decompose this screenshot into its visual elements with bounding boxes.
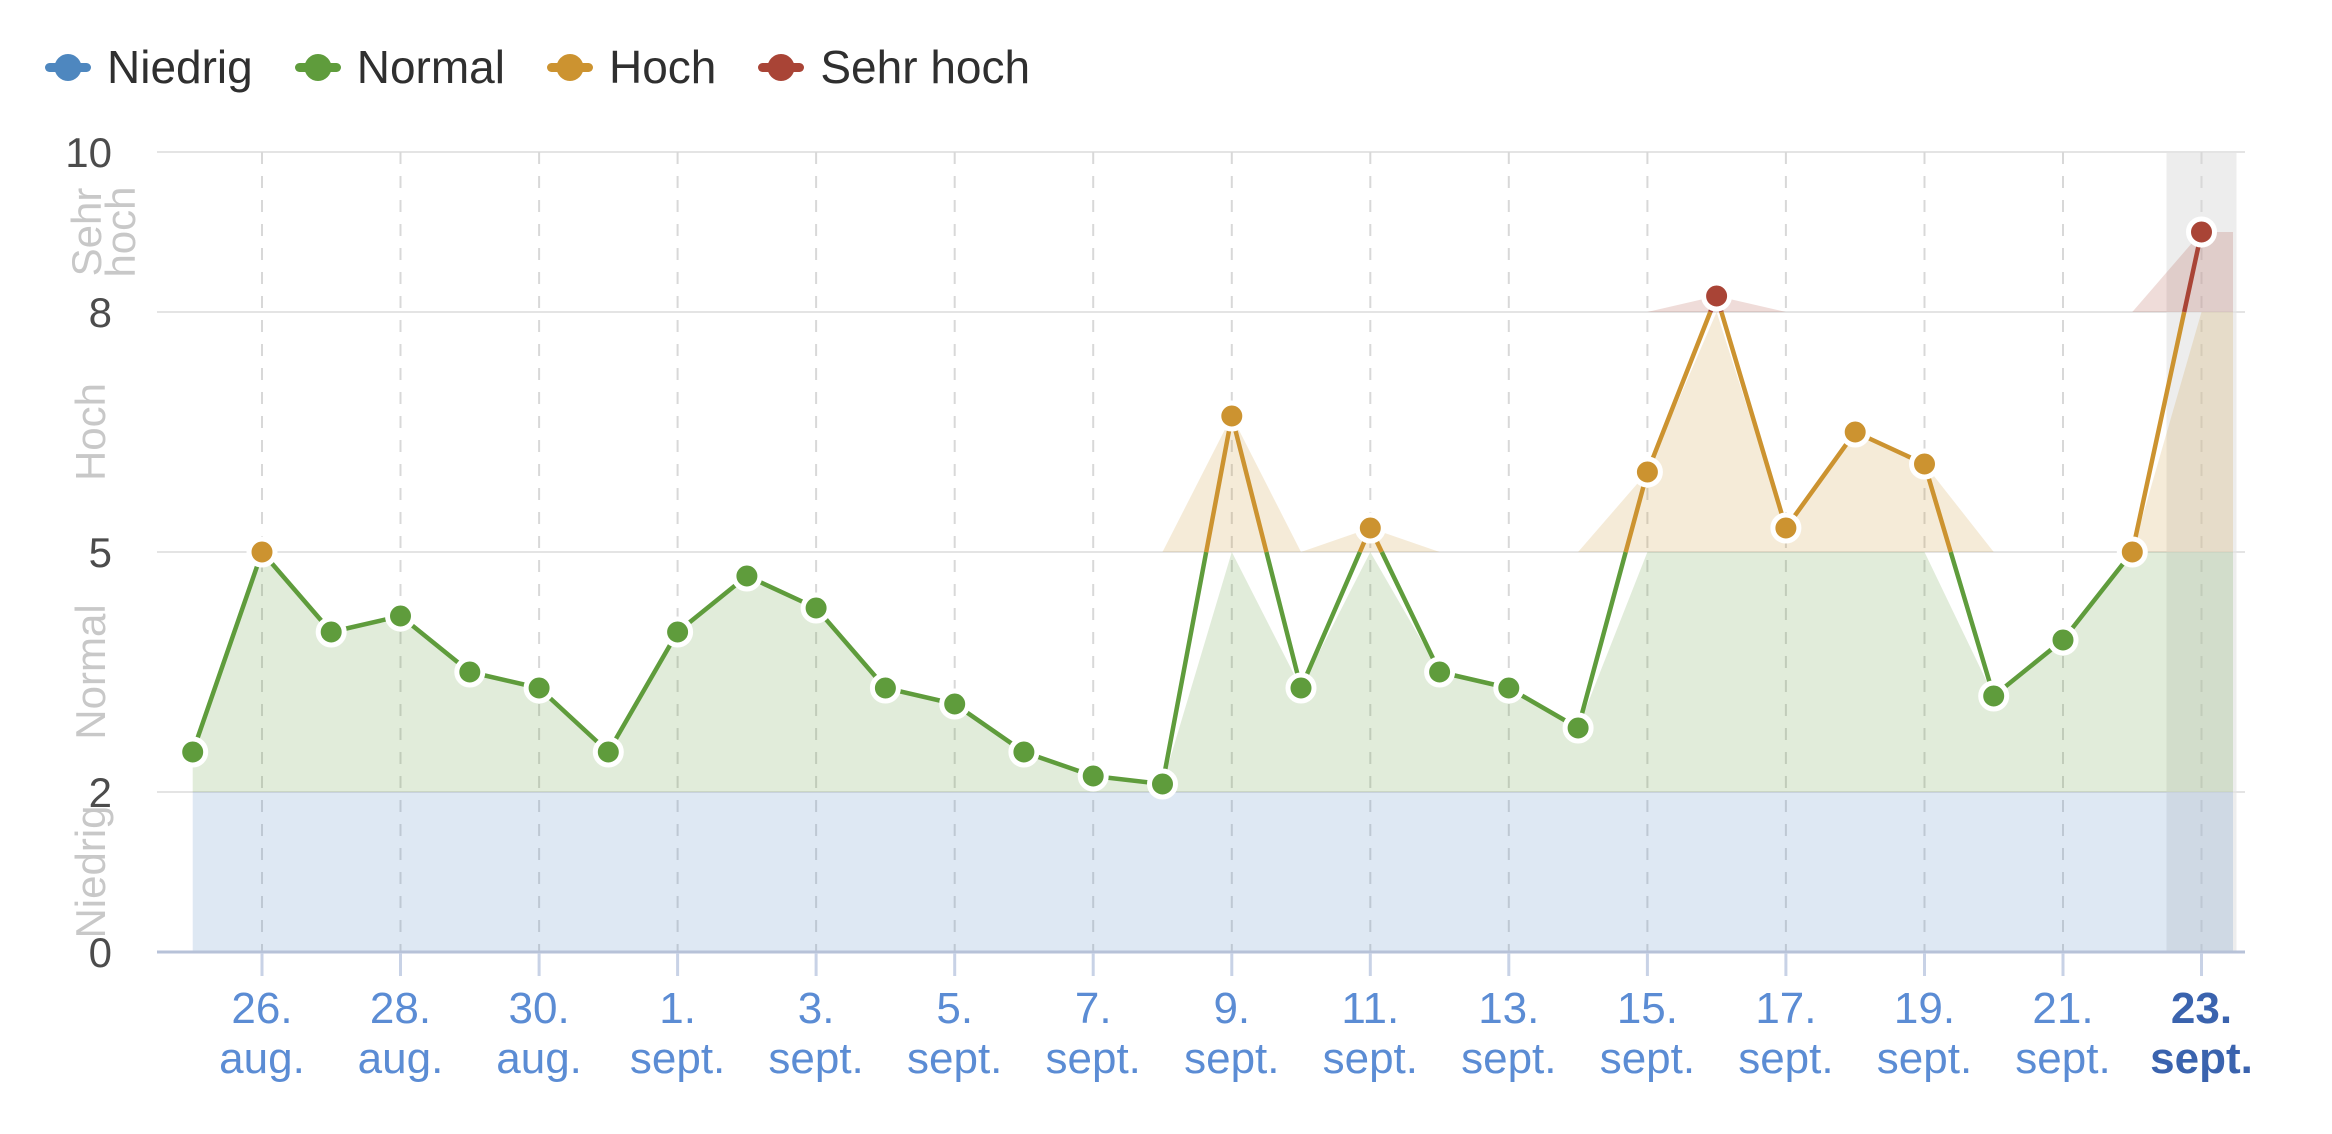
data-point[interactable] (454, 656, 486, 688)
x-tick-label-month: sept. (1600, 1034, 1695, 1083)
data-point[interactable] (1770, 512, 1802, 544)
data-point[interactable] (1008, 736, 1040, 768)
data-point[interactable] (800, 592, 832, 624)
series-line-segment (190, 549, 1209, 787)
x-tick-label-month: sept. (1738, 1034, 1833, 1083)
x-tick-label-month: sept. (907, 1034, 1002, 1083)
legend-item-label: Niedrig (107, 41, 253, 93)
data-point[interactable] (1701, 280, 1733, 312)
x-tick-label-day: 7. (1075, 984, 1112, 1033)
y-band-label-hoch: Hoch (67, 383, 114, 481)
x-tick-label-month: sept. (1323, 1034, 1418, 1083)
x-tick-label-month: sept. (768, 1034, 863, 1083)
y-tick-label: 10 (65, 129, 112, 176)
x-tick-label-day: 13. (1478, 984, 1539, 1033)
data-point[interactable] (1147, 768, 1178, 800)
x-tick-label-month: aug. (496, 1034, 582, 1083)
data-point[interactable] (177, 736, 209, 768)
legend-marker-icon (758, 54, 805, 81)
data-point[interactable] (731, 560, 763, 592)
data-point[interactable] (385, 600, 416, 632)
x-tick-label-month: sept. (2015, 1034, 2110, 1083)
x-tick-label-month: sept. (630, 1034, 725, 1083)
legend-item-normal[interactable]: Normal (294, 40, 505, 94)
data-point[interactable] (592, 736, 624, 768)
y-band-label-sehr-hoch: Sehr (63, 188, 110, 277)
x-tick-label-day: 17. (1755, 984, 1816, 1033)
data-point[interactable] (2186, 216, 2217, 248)
data-point[interactable] (2047, 624, 2079, 656)
data-point[interactable] (246, 536, 278, 568)
data-point[interactable] (1077, 760, 1109, 792)
data-point[interactable] (523, 672, 555, 704)
data-point[interactable] (1424, 656, 1456, 688)
x-tick-label-day: 1. (659, 984, 696, 1033)
y-tick-label: 8 (89, 289, 112, 336)
legend-marker-icon (45, 54, 91, 81)
data-point[interactable] (315, 616, 347, 648)
zone-fill-hoch (192, 312, 2234, 552)
x-tick-label-month: sept. (1184, 1034, 1279, 1083)
zone-fill-niedrig (192, 792, 2234, 952)
x-tick-label-day: 19. (1894, 984, 1955, 1033)
y-tick-label: 0 (89, 929, 112, 976)
data-point[interactable] (1909, 448, 1940, 480)
legend-marker-icon (294, 54, 341, 81)
data-point[interactable] (662, 616, 694, 648)
legend-marker-icon (546, 54, 593, 81)
x-tick-label-day: 11. (1341, 984, 1399, 1033)
x-tick-label-month: sept. (1877, 1034, 1972, 1083)
y-tick-label: 2 (89, 769, 112, 816)
series-line-segment (1948, 550, 2135, 699)
x-tick-label-month: aug. (358, 1034, 444, 1083)
legend-item-label: Hoch (608, 41, 717, 93)
x-tick-label-month: aug. (219, 1034, 305, 1083)
x-tick-label-day: 15. (1617, 984, 1678, 1033)
data-point[interactable] (869, 672, 901, 704)
y-band-label-niedrig: Niedrig (67, 805, 114, 938)
x-tick-label-month: sept. (2150, 1034, 2253, 1083)
legend-item-sehr-hoch[interactable]: Sehr hoch (758, 40, 1030, 94)
y-band-label-normal: Normal (67, 604, 114, 739)
y-tick-label: 5 (89, 529, 112, 576)
data-point[interactable] (2116, 536, 2148, 568)
data-point[interactable] (1216, 400, 1248, 432)
zone-fill-normal (192, 552, 2234, 792)
x-tick-label-day: 26. (231, 984, 292, 1033)
x-tick-label-day: 23. (2171, 984, 2232, 1033)
x-tick-label-day: 9. (1213, 984, 1250, 1033)
chart-legend: Niedrig Normal Hoch Sehr hoch (45, 40, 1030, 94)
data-point[interactable] (939, 688, 971, 720)
x-tick-label-month: sept. (1461, 1034, 1556, 1083)
legend-item-label: Sehr hoch (820, 41, 1031, 93)
series-line-segment (2130, 311, 2187, 553)
x-tick-label-day: 3. (798, 984, 835, 1033)
data-point[interactable] (1285, 672, 1317, 704)
data-point[interactable] (1562, 712, 1594, 744)
x-tick-label-day: 5. (936, 984, 973, 1033)
data-point[interactable] (1978, 680, 2010, 712)
x-tick-label-day: 28. (370, 984, 431, 1033)
x-tick-label-day: 30. (509, 984, 570, 1033)
data-point[interactable] (1839, 416, 1871, 448)
zone-fill-sehr-hoch (192, 232, 2234, 312)
legend-item-label: Normal (356, 41, 505, 93)
x-tick-label-month: sept. (1046, 1034, 1141, 1083)
x-tick-label-day: 21. (2032, 984, 2093, 1033)
data-point[interactable] (1631, 456, 1663, 488)
legend-item-niedrig[interactable]: Niedrig (45, 40, 253, 94)
y-band-label-sehr-hoch: hoch (97, 186, 144, 277)
data-point[interactable] (1354, 512, 1386, 544)
legend-item-hoch[interactable]: Hoch (546, 40, 717, 94)
data-point[interactable] (1493, 672, 1525, 704)
